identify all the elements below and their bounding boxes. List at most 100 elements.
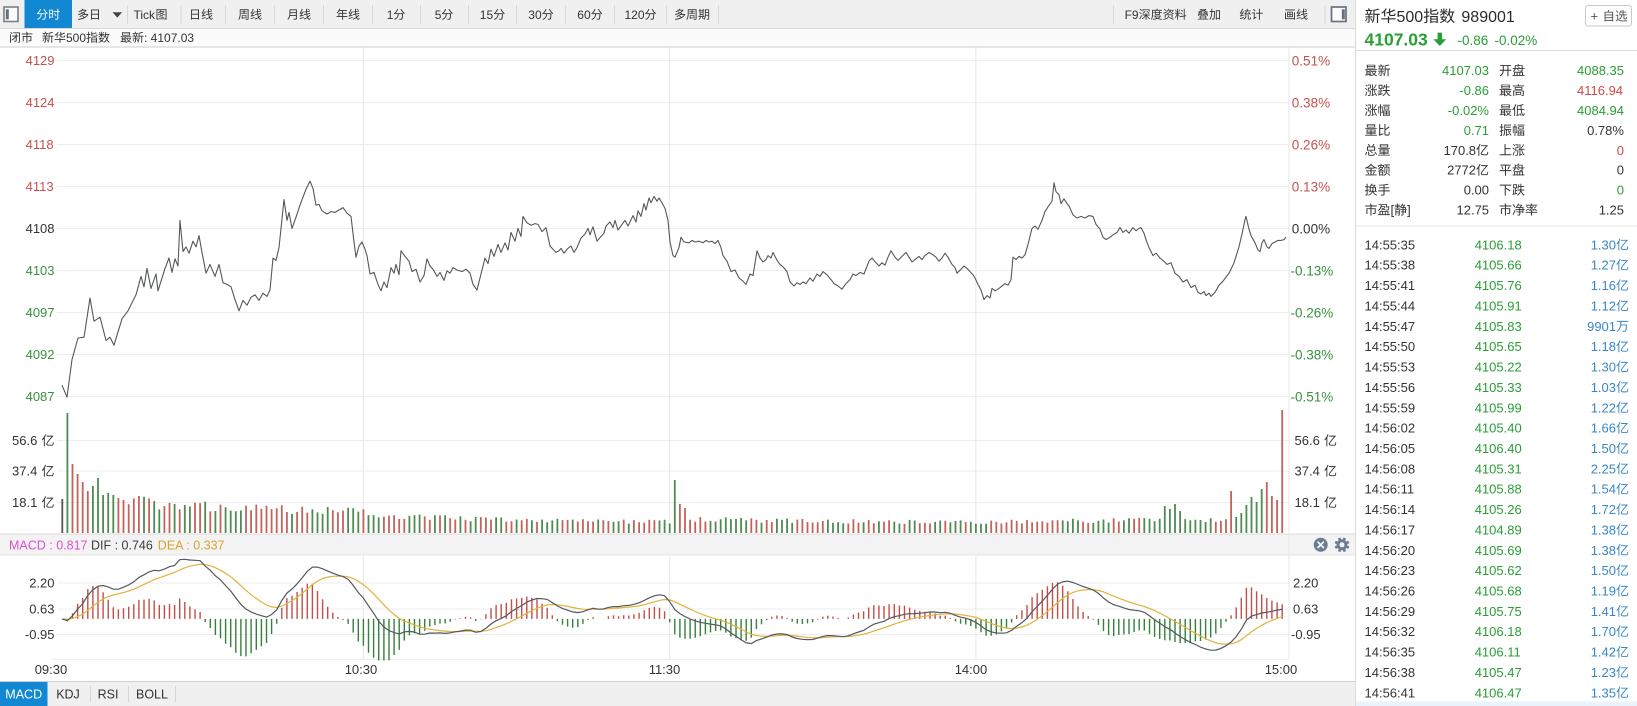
svg-text:1.03: 1.03 xyxy=(1591,380,1616,395)
svg-text:4105.66: 4105.66 xyxy=(1475,258,1522,273)
svg-text:0.78%: 0.78% xyxy=(1587,123,1624,138)
svg-text:4103: 4103 xyxy=(26,263,55,278)
svg-text:15:00: 15:00 xyxy=(1265,662,1298,677)
svg-text:0: 0 xyxy=(1617,143,1624,158)
svg-text:14:56:14: 14:56:14 xyxy=(1365,502,1416,517)
svg-text:]: ] xyxy=(1407,203,1411,218)
svg-text:14:55:41: 14:55:41 xyxy=(1365,278,1416,293)
svg-text:-0.02%: -0.02% xyxy=(1448,103,1490,118)
svg-text:4092: 4092 xyxy=(26,347,55,362)
svg-text:-0.95: -0.95 xyxy=(1291,627,1321,642)
svg-text:MACD : 0.817: MACD : 0.817 xyxy=(9,539,88,553)
svg-text:0.00: 0.00 xyxy=(1464,183,1489,198)
svg-text:2772: 2772 xyxy=(1447,163,1476,178)
svg-text:-0.86: -0.86 xyxy=(1459,83,1489,98)
svg-text:9901: 9901 xyxy=(1587,319,1616,334)
svg-text:[: [ xyxy=(1391,203,1395,218)
svg-text:F9: F9 xyxy=(1125,8,1139,22)
svg-text:4105.33: 4105.33 xyxy=(1475,380,1522,395)
svg-text:-0.95: -0.95 xyxy=(25,627,55,642)
svg-text:1.23: 1.23 xyxy=(1591,665,1616,680)
svg-text:14:55:44: 14:55:44 xyxy=(1365,299,1416,314)
svg-text:DEA : 0.337: DEA : 0.337 xyxy=(158,539,225,553)
svg-text:4106.18: 4106.18 xyxy=(1475,624,1522,639)
svg-text:5: 5 xyxy=(435,8,442,22)
svg-text:1.27: 1.27 xyxy=(1591,258,1616,273)
svg-text:1.50: 1.50 xyxy=(1591,441,1616,456)
svg-text:989001: 989001 xyxy=(1461,9,1514,26)
svg-text:2.20: 2.20 xyxy=(29,576,54,591)
svg-text:1.16: 1.16 xyxy=(1591,278,1616,293)
svg-text:1.54: 1.54 xyxy=(1591,482,1616,497)
svg-text:4105.76: 4105.76 xyxy=(1475,278,1522,293)
svg-text:0.38%: 0.38% xyxy=(1292,95,1330,110)
svg-text:14:56:32: 14:56:32 xyxy=(1365,624,1416,639)
svg-text:1.42: 1.42 xyxy=(1591,645,1616,660)
svg-text:-0.26%: -0.26% xyxy=(1291,305,1334,320)
svg-text:1.70: 1.70 xyxy=(1591,624,1616,639)
svg-text:1.35: 1.35 xyxy=(1591,685,1616,700)
svg-text:14:56:38: 14:56:38 xyxy=(1365,665,1416,680)
svg-text:4105.69: 4105.69 xyxy=(1475,543,1522,558)
svg-text:14:56:35: 14:56:35 xyxy=(1365,645,1416,660)
svg-text:4107.03: 4107.03 xyxy=(1365,29,1429,49)
svg-text:KDJ: KDJ xyxy=(56,688,80,702)
svg-text:4105.99: 4105.99 xyxy=(1475,400,1522,415)
svg-text:500: 500 xyxy=(66,31,86,45)
svg-text:BOLL: BOLL xyxy=(136,688,168,702)
svg-text:4105.62: 4105.62 xyxy=(1475,563,1522,578)
svg-text:14:55:38: 14:55:38 xyxy=(1365,258,1416,273)
svg-text:10:30: 10:30 xyxy=(345,662,378,677)
svg-text:Tick: Tick xyxy=(134,8,157,22)
svg-text:RSI: RSI xyxy=(98,688,119,702)
svg-text:4105.65: 4105.65 xyxy=(1475,339,1522,354)
svg-text:4106.40: 4106.40 xyxy=(1475,441,1522,456)
svg-text:14:56:05: 14:56:05 xyxy=(1365,441,1416,456)
svg-text:14:55:47: 14:55:47 xyxy=(1365,319,1416,334)
svg-text:4116.94: 4116.94 xyxy=(1577,83,1623,98)
svg-text:-0.02%: -0.02% xyxy=(1495,33,1538,48)
svg-text:4129: 4129 xyxy=(26,53,55,68)
svg-text:0: 0 xyxy=(1617,163,1624,178)
svg-text:15: 15 xyxy=(480,8,494,22)
svg-text:1.19: 1.19 xyxy=(1591,584,1616,599)
svg-text:0: 0 xyxy=(1617,183,1624,198)
svg-text:1.66: 1.66 xyxy=(1591,421,1616,436)
svg-text:1.22: 1.22 xyxy=(1591,400,1616,415)
svg-text:-0.51%: -0.51% xyxy=(1291,389,1334,404)
svg-text:4105.88: 4105.88 xyxy=(1475,482,1522,497)
svg-text:1.30: 1.30 xyxy=(1591,360,1616,375)
svg-text:09:30: 09:30 xyxy=(35,662,68,677)
svg-text:4107.03: 4107.03 xyxy=(1442,63,1489,78)
svg-text:120: 120 xyxy=(625,8,645,22)
svg-text:1.12: 1.12 xyxy=(1591,299,1616,314)
svg-text:56.6: 56.6 xyxy=(1295,433,1320,448)
svg-text:14:00: 14:00 xyxy=(955,662,988,677)
svg-text:1.30: 1.30 xyxy=(1591,237,1616,252)
svg-text:-0.13%: -0.13% xyxy=(1291,263,1334,278)
svg-text:4105.68: 4105.68 xyxy=(1475,584,1522,599)
svg-text:4088.35: 4088.35 xyxy=(1577,63,1624,78)
svg-text:4105.22: 4105.22 xyxy=(1475,360,1522,375)
svg-text:170.8: 170.8 xyxy=(1444,143,1477,158)
svg-text:0.63: 0.63 xyxy=(1293,602,1318,617)
svg-text:14:55:56: 14:55:56 xyxy=(1365,380,1416,395)
svg-text:1.72: 1.72 xyxy=(1591,502,1616,517)
svg-text:1.41: 1.41 xyxy=(1591,604,1616,619)
svg-text:4105.47: 4105.47 xyxy=(1475,665,1522,680)
svg-text:1.25: 1.25 xyxy=(1599,203,1624,218)
svg-text:MACD: MACD xyxy=(5,688,42,702)
svg-text:0.71: 0.71 xyxy=(1464,123,1489,138)
svg-text:56.6: 56.6 xyxy=(12,433,37,448)
svg-text:4106.11: 4106.11 xyxy=(1475,645,1521,660)
svg-text:18.1: 18.1 xyxy=(1295,495,1320,510)
svg-text:14:55:50: 14:55:50 xyxy=(1365,339,1416,354)
svg-text:4084.94: 4084.94 xyxy=(1577,103,1624,118)
svg-text:11:30: 11:30 xyxy=(649,662,681,677)
svg-text:4104.89: 4104.89 xyxy=(1475,522,1522,537)
svg-text:500: 500 xyxy=(1397,9,1424,26)
svg-text:0.13%: 0.13% xyxy=(1292,179,1330,194)
svg-text:14:56:02: 14:56:02 xyxy=(1365,421,1416,436)
svg-text:4105.31: 4105.31 xyxy=(1475,461,1522,476)
svg-text:14:56:08: 14:56:08 xyxy=(1365,461,1416,476)
